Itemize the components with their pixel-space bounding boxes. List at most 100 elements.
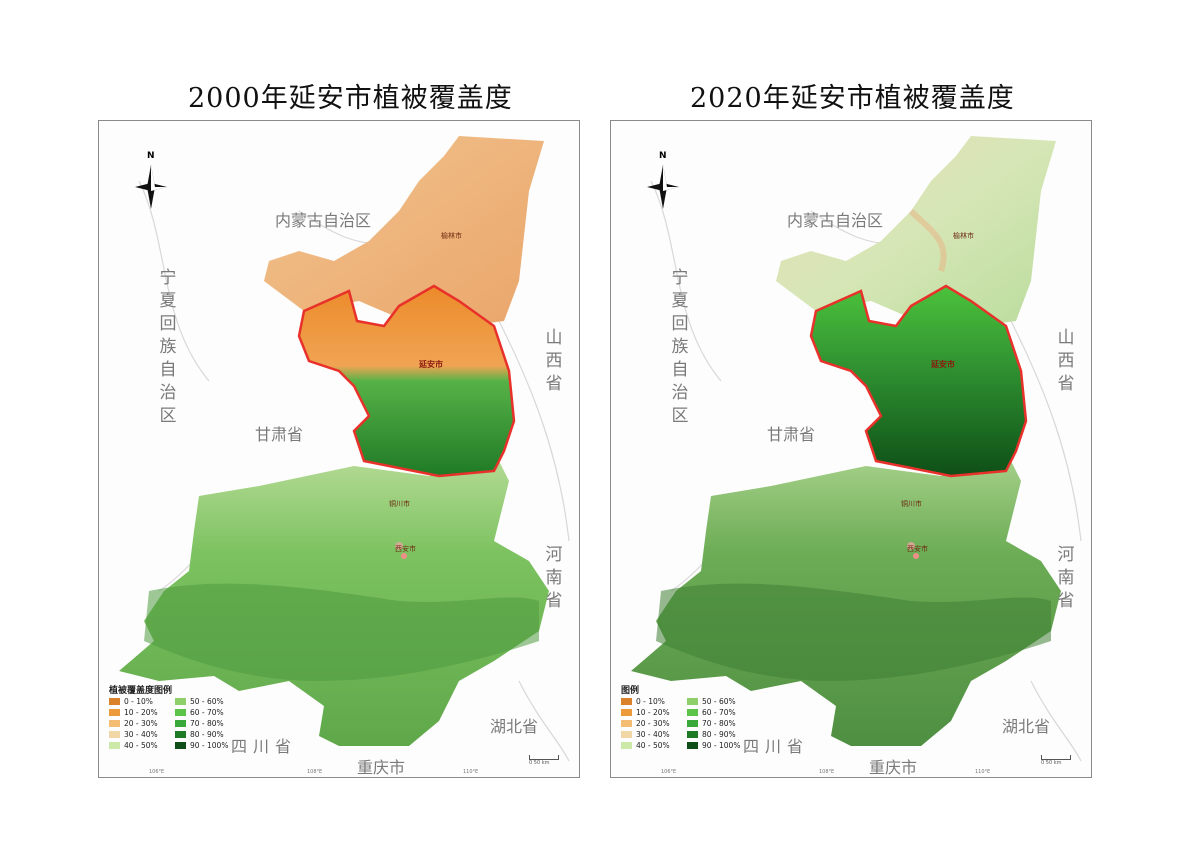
legend-2000: 植被覆盖度图例 0 - 10% 50 - 60% 10 - 20% 60 - 7… — [109, 683, 243, 750]
scale-bar: 0 50 km — [1041, 755, 1071, 766]
legend-swatch — [175, 698, 186, 705]
lon-tick-3: 110°E — [463, 769, 479, 775]
lon-tick-2: 108°E — [307, 769, 323, 775]
lon-tick-2: 108°E — [819, 769, 835, 775]
legend-title: 植被覆盖度图例 — [109, 686, 173, 696]
legend-swatch — [175, 742, 186, 749]
region-henan: 河南省 — [1057, 545, 1075, 611]
legend-label: 80 - 90% — [190, 730, 224, 739]
city-yanan: 延安市 — [931, 360, 955, 369]
city-tongchuan: 铜川市 — [901, 500, 922, 508]
region-ningxia: 宁夏回族自治区 — [671, 268, 689, 426]
legend-item: 80 - 90% — [687, 730, 753, 739]
legend-label: 40 - 50% — [636, 741, 670, 750]
legend-label: 60 - 70% — [702, 708, 736, 717]
north-label: N — [659, 151, 667, 161]
lon-tick-1: 106°E — [661, 769, 677, 775]
legend-label: 60 - 70% — [190, 708, 224, 717]
scale-text: 0 50 km — [1041, 760, 1062, 766]
legend-label: 30 - 40% — [124, 730, 158, 739]
region-inner-mongolia: 内蒙古自治区 — [787, 211, 884, 230]
legend-item: 60 - 70% — [687, 708, 753, 717]
city-xian: 西安市 — [907, 545, 928, 553]
legend-item: 10 - 20% — [621, 708, 687, 717]
legend-swatch — [687, 742, 698, 749]
legend-swatch — [621, 731, 632, 738]
legend-label: 20 - 30% — [124, 719, 158, 728]
north-label: N — [147, 151, 155, 161]
legend-item: 30 - 40% — [109, 730, 175, 739]
legend-label: 70 - 80% — [702, 719, 736, 728]
region-gansu: 甘肃省 — [767, 425, 816, 444]
legend-swatch — [621, 698, 632, 705]
legend-item: 70 - 80% — [175, 719, 241, 728]
legend-item: 10 - 20% — [109, 708, 175, 717]
scale-text: 0 50 km — [529, 760, 550, 766]
map-title-2000: 2000年延安市植被覆盖度 — [188, 83, 513, 114]
compass-icon — [647, 165, 679, 209]
legend-label: 0 - 10% — [124, 697, 153, 706]
legend-2020: 图例 0 - 10% 50 - 60% 10 - 20% 60 - 70% 20… — [621, 683, 755, 750]
legend-swatch — [621, 720, 632, 727]
legend-swatch — [621, 742, 632, 749]
legend-swatch — [109, 731, 120, 738]
legend-title: 图例 — [621, 686, 640, 696]
city-yulin: 榆林市 — [953, 232, 974, 240]
legend-label: 40 - 50% — [124, 741, 158, 750]
legend-swatch — [687, 720, 698, 727]
legend-label: 20 - 30% — [636, 719, 670, 728]
north-arrow-icon: N — [133, 151, 169, 211]
legend-swatch — [175, 709, 186, 716]
city-yulin: 榆林市 — [441, 232, 462, 240]
legend-item: 40 - 50% — [621, 741, 687, 750]
city-tongchuan: 铜川市 — [389, 500, 410, 508]
legend-label: 0 - 10% — [636, 697, 665, 706]
legend-label: 10 - 20% — [636, 708, 670, 717]
legend-swatch — [687, 709, 698, 716]
north-arrow-icon: N — [645, 151, 681, 211]
map-panel-2000: N 内蒙古自治区 宁夏回族自治区 甘肃省 山西省 河南省 湖北省 四川省 重庆市… — [98, 120, 580, 778]
legend-label: 70 - 80% — [190, 719, 224, 728]
region-chongqing: 重庆市 — [357, 758, 406, 777]
city-xian: 西安市 — [395, 545, 416, 553]
legend-item: 90 - 100% — [175, 741, 241, 750]
lon-tick-3: 110°E — [975, 769, 991, 775]
map-title-2020: 2020年延安市植被覆盖度 — [690, 83, 1015, 114]
legend-label: 10 - 20% — [124, 708, 158, 717]
legend-item: 30 - 40% — [621, 730, 687, 739]
map-panel-2020: N 内蒙古自治区 宁夏回族自治区 甘肃省 山西省 河南省 湖北省 四川省 重庆市… — [610, 120, 1092, 778]
map-graphic-2000 — [119, 136, 570, 762]
legend-item: 60 - 70% — [175, 708, 241, 717]
legend-item: 20 - 30% — [621, 719, 687, 728]
legend-swatch — [175, 731, 186, 738]
legend-item: 20 - 30% — [109, 719, 175, 728]
compass-icon — [135, 165, 167, 209]
region-henan: 河南省 — [545, 545, 563, 611]
region-inner-mongolia: 内蒙古自治区 — [275, 211, 372, 230]
region-chongqing: 重庆市 — [869, 758, 918, 777]
legend-item: 40 - 50% — [109, 741, 175, 750]
region-ningxia: 宁夏回族自治区 — [159, 268, 177, 426]
region-shanxi: 山西省 — [1057, 328, 1075, 394]
region-sichuan: 四川省 — [743, 737, 810, 756]
legend-label: 30 - 40% — [636, 730, 670, 739]
legend-item: 0 - 10% — [621, 697, 687, 706]
legend-swatch — [109, 709, 120, 716]
scale-bar: 0 50 km — [529, 755, 559, 766]
region-hubei: 湖北省 — [490, 717, 539, 736]
legend-label: 50 - 60% — [702, 697, 736, 706]
lon-tick-1: 106°E — [149, 769, 165, 775]
legend-swatch — [175, 720, 186, 727]
legend-label: 80 - 90% — [702, 730, 736, 739]
legend-item: 50 - 60% — [687, 697, 753, 706]
legend-swatch — [621, 709, 632, 716]
legend-item: 70 - 80% — [687, 719, 753, 728]
legend-item: 0 - 10% — [109, 697, 175, 706]
region-hubei: 湖北省 — [1002, 717, 1051, 736]
region-shanxi: 山西省 — [545, 328, 563, 394]
legend-item: 80 - 90% — [175, 730, 241, 739]
legend-swatch — [687, 731, 698, 738]
legend-item: 50 - 60% — [175, 697, 241, 706]
legend-swatch — [109, 698, 120, 705]
legend-swatch — [109, 742, 120, 749]
